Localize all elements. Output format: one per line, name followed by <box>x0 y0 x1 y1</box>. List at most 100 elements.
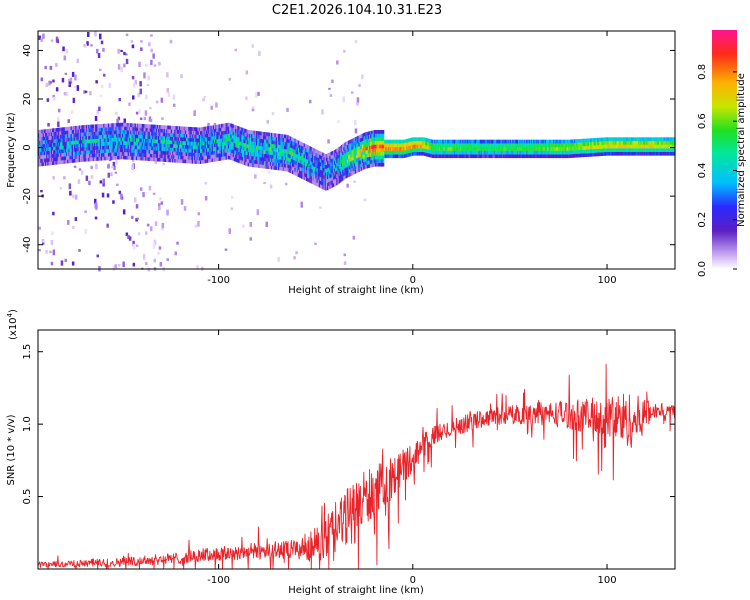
spectrogram-ridge-cell <box>612 137 614 142</box>
spectrogram-ridge-cell <box>428 153 430 158</box>
spectrogram-noise-cell <box>231 195 234 199</box>
spectrogram-ridge-cell <box>350 168 352 173</box>
spectrogram-ridge-cell <box>544 150 547 155</box>
spectrogram-ridge-cell <box>374 144 377 149</box>
spectrogram-ridge-cell <box>287 164 289 169</box>
spectrogram-ridge-cell <box>149 124 152 129</box>
spectrogram-ridge-cell <box>671 144 674 149</box>
spectrogram-ridge-cell <box>50 135 53 140</box>
spectrogram-ridge-cell <box>216 135 218 140</box>
spectrogram-noise-cell <box>125 58 129 65</box>
spectrogram-ridge-cell <box>125 141 127 145</box>
spectrogram-ridge-cell <box>519 154 521 159</box>
spectrogram-ridge-cell <box>81 139 83 144</box>
spectrogram-ridge-cell <box>78 158 81 163</box>
spectrogram-ridge-cell <box>323 171 325 176</box>
spectrogram-ridge-cell <box>265 164 267 169</box>
spectrogram-ridge-cell <box>132 127 134 131</box>
spectrogram-ridge-cell <box>563 139 565 144</box>
spectrogram-ridge-cell <box>67 134 69 138</box>
spectrogram-ridge-cell <box>368 153 371 157</box>
spectrogram-ridge-cell <box>660 137 662 142</box>
spectrogram-ridge-cell <box>318 150 321 155</box>
spectrogram-ridge-cell <box>438 150 441 155</box>
spectrogram-ridge-cell <box>257 138 259 143</box>
spectrogram-ridge-cell <box>274 158 276 163</box>
spectrogram-ridge-cell <box>84 135 86 140</box>
spectrogram-ridge-cell <box>478 147 480 151</box>
spectrogram-ridge-cell <box>163 125 166 130</box>
spectrogram-ridge-cell <box>216 153 218 158</box>
spectrogram-ridge-cell <box>161 143 163 148</box>
spectrogram-ridge-cell <box>455 139 457 144</box>
spectrogram-ridge-cell <box>125 130 127 134</box>
spectrogram-ridge-cell <box>613 137 615 142</box>
spectrogram-ridge-cell <box>304 169 307 174</box>
spectrogram-ridge-cell <box>38 148 40 152</box>
spectrogram-ridge-cell <box>654 144 656 149</box>
spectrogram-ridge-cell <box>215 146 217 151</box>
spectrogram-ridge-cell <box>220 145 223 150</box>
spectrogram-ridge-cell <box>328 185 330 190</box>
spectrogram-ridge-cell <box>619 148 621 152</box>
spectrogram-ridge-cell <box>306 151 308 156</box>
spectrogram-ridge-cell <box>511 139 513 144</box>
spectrogram-ridge-cell <box>595 145 597 150</box>
spectrogram-ridge-cell <box>502 139 505 144</box>
spectrogram-ridge-cell <box>176 137 179 141</box>
spectrogram-ridge-cell <box>522 139 525 144</box>
spectrogram-noise-cell <box>286 107 289 112</box>
spectrogram-ridge-cell <box>358 157 360 161</box>
spectrogram-ridge-cell <box>262 153 265 158</box>
spectrogram-ridge-cell <box>93 157 96 161</box>
spectrogram-ridge-cell <box>262 157 265 162</box>
spectrogram-ridge-cell <box>279 144 281 149</box>
spectrogram-ridge-cell <box>440 154 442 159</box>
spectrogram-noise-cell <box>249 237 252 241</box>
spectrogram-ridge-cell <box>165 143 167 148</box>
spectrogram-ridge-cell <box>47 132 49 137</box>
spectrogram-ridge-cell <box>152 139 154 143</box>
spectrogram-ridge-cell <box>585 145 588 150</box>
spectrogram-ridge-cell <box>248 159 251 164</box>
spectrogram-ridge-cell <box>226 130 229 134</box>
spectrogram-ridge-cell <box>598 148 600 153</box>
spectrogram-ridge-cell <box>268 150 271 155</box>
spectrogram-ridge-cell <box>391 147 393 151</box>
spectrogram-ridge-cell <box>144 127 146 132</box>
spectrogram-noise-cell <box>202 98 205 102</box>
spectrogram-ridge-cell <box>222 152 224 157</box>
spectrogram-ridge-cell <box>590 149 592 153</box>
spectrogram-ridge-cell <box>440 147 442 151</box>
spectrogram-ridge-cell <box>336 170 338 175</box>
spectrogram-ridge-cell <box>360 137 363 142</box>
spectrogram-ridge-cell <box>47 143 49 148</box>
spectrogram-ridge-cell <box>527 143 529 148</box>
spectrogram-ridge-cell <box>190 134 192 139</box>
spectrogram-ridge-cell <box>66 134 68 138</box>
colorbar-tick-label: 0.4 <box>697 162 708 178</box>
spectrogram-ridge-cell <box>114 155 117 160</box>
spectrogram-ridge-cell <box>535 154 537 159</box>
spectrogram-ridge-cell <box>160 139 162 144</box>
spectrogram-ridge-cell <box>350 172 352 176</box>
spectrogram-ridge-cell <box>458 150 461 155</box>
spectrogram-ridge-cell <box>182 155 184 160</box>
spectrogram-ridge-cell <box>361 151 364 156</box>
spectrogram-ridge-cell <box>289 161 292 166</box>
spectrogram-ridge-cell <box>66 137 68 142</box>
spectrogram-ridge-cell <box>295 142 297 147</box>
snr-y-tick-label: 1.0 <box>22 416 33 432</box>
spectrogram-ridge-cell <box>357 168 359 173</box>
spectrogram-ridge-cell <box>258 134 260 139</box>
spectrogram-noise-cell <box>174 251 177 256</box>
spectrogram-ridge-cell <box>307 148 309 153</box>
spectrogram-ridge-cell <box>456 154 458 159</box>
spectrogram-noise-cell <box>356 97 360 104</box>
spectrogram-ridge-cell <box>73 158 75 163</box>
spectrogram-ridge-cell <box>281 148 283 153</box>
spectrogram-ridge-cell <box>67 148 69 153</box>
spectrogram-ridge-cell <box>100 156 103 161</box>
spectrogram-ridge-cell <box>102 127 104 132</box>
spectrogram-ridge-cell <box>621 144 624 149</box>
